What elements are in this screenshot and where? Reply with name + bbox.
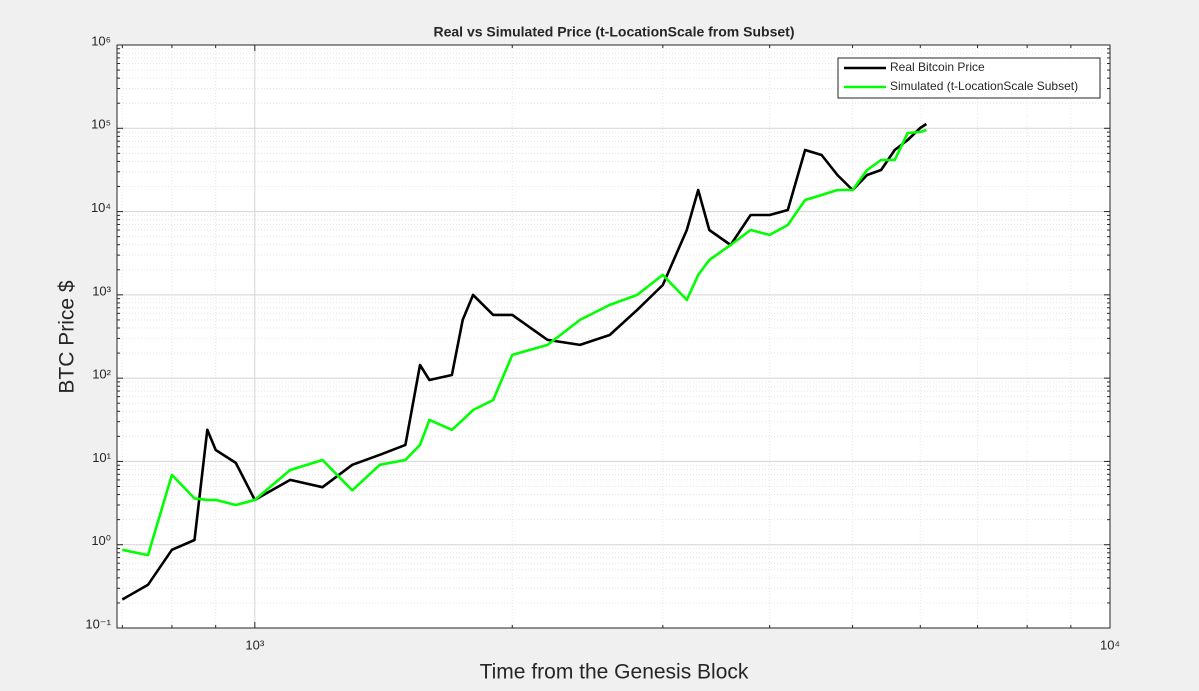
chart-title: Real vs Simulated Price (t-LocationScale… bbox=[434, 24, 795, 40]
grid bbox=[117, 44, 1111, 629]
y-tick-label: 10⁶ bbox=[91, 33, 111, 48]
y-tick-label: 10⁴ bbox=[91, 200, 111, 215]
y-tick-label: 10² bbox=[92, 367, 111, 382]
x-tick-label: 10³ bbox=[245, 637, 264, 652]
axes-box bbox=[116, 44, 1111, 629]
y-axis-label: BTC Price $ bbox=[56, 280, 79, 394]
legend-label: Simulated (t-LocationScale Subset) bbox=[890, 79, 1078, 93]
x-axis-label: Time from the Genesis Block bbox=[480, 661, 749, 684]
series-line bbox=[122, 128, 927, 557]
legend-box bbox=[837, 57, 1101, 99]
y-tick-label: 10¹ bbox=[92, 450, 111, 465]
y-tick-label: 10³ bbox=[92, 283, 111, 298]
x-tick-label: 10⁴ bbox=[1100, 637, 1120, 652]
y-tick-label: 10⁰ bbox=[91, 533, 111, 548]
legend-label: Real Bitcoin Price bbox=[890, 60, 985, 74]
y-tick-label: 10⁻¹ bbox=[85, 616, 111, 631]
plot-area bbox=[117, 45, 1110, 628]
y-tick-label: 10⁵ bbox=[91, 117, 111, 132]
series-line bbox=[121, 122, 928, 601]
lines bbox=[121, 122, 928, 601]
